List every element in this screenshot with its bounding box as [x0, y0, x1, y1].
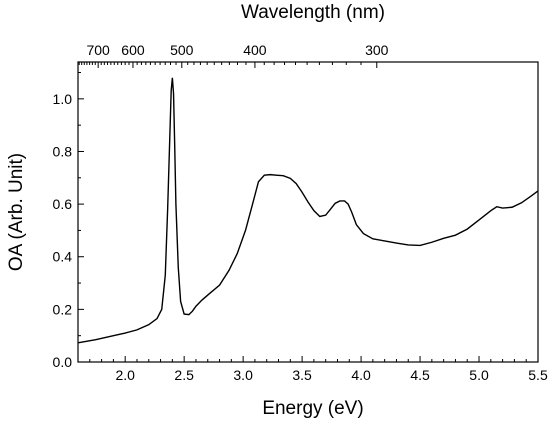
x-tick-label: 5.0 [469, 367, 489, 383]
top-tick-label: 400 [243, 42, 267, 58]
y-tick-label: 0.6 [53, 196, 73, 212]
y-tick-label: 0.8 [53, 143, 73, 159]
x-tick-label: 4.5 [410, 367, 430, 383]
top-axis-title: Wavelength (nm) [241, 2, 385, 23]
top-tick-label: 500 [170, 42, 194, 58]
top-tick-label: 600 [121, 42, 145, 58]
absorption-spectrum-line [77, 77, 539, 344]
y-tick-label: 0.4 [53, 249, 73, 265]
x-tick-label: 2.5 [174, 367, 194, 383]
x-tick-label: 3.0 [233, 367, 253, 383]
y-tick-label: 0.2 [53, 301, 73, 317]
x-tick-label: 4.0 [351, 367, 371, 383]
y-tick-label: 0.0 [53, 354, 73, 370]
x-tick-label: 5.5 [528, 367, 548, 383]
top-tick-label: 700 [86, 42, 110, 58]
x-axis-title: Energy (eV) [262, 398, 363, 419]
top-tick-label: 300 [365, 42, 389, 58]
y-axis-title: OA (Arb. Unit) [6, 153, 27, 271]
ticks-layer: 2.0 2.5 3.0 3.5 4.0 4.5 5.0 5.5 0.0 0.2 0.4 0.6 0.8 1… [53, 42, 548, 383]
plot-frame [77, 61, 539, 363]
x-tick-label: 2.0 [115, 367, 135, 383]
y-tick-label: 1.0 [53, 91, 73, 107]
x-tick-label: 3.5 [292, 367, 312, 383]
